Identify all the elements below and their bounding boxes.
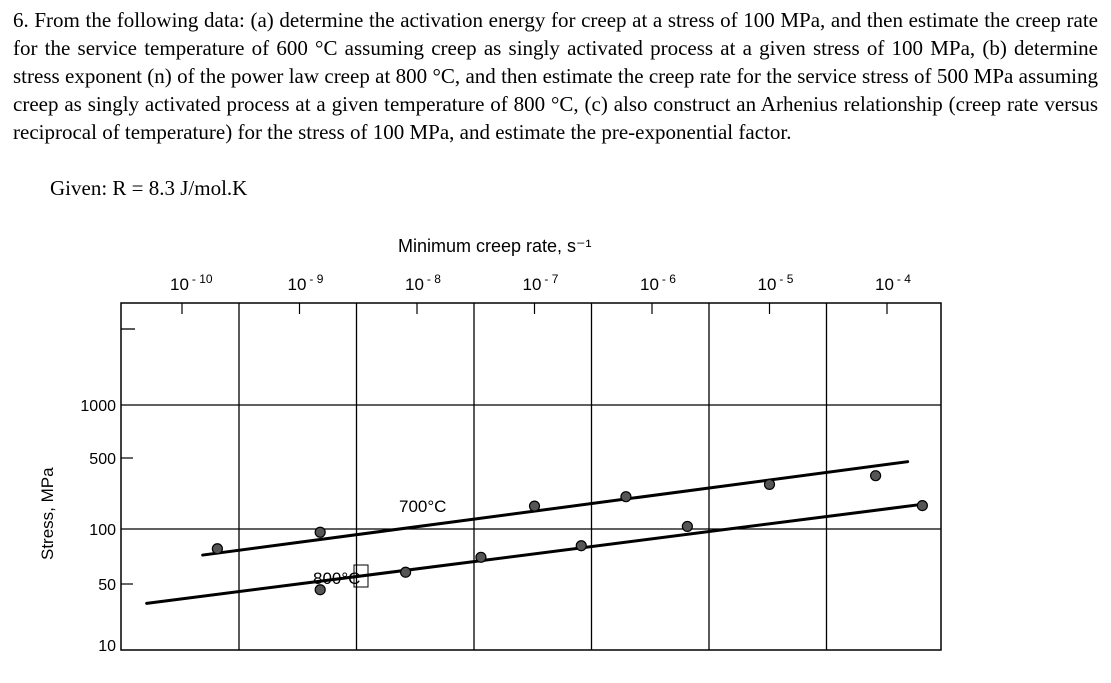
y-tick-label: 10: [98, 638, 116, 655]
problem-statement: 6. From the following data: (a) determin…: [13, 6, 1098, 146]
series-lines: [145, 460, 924, 605]
data-point: [620, 491, 632, 503]
data-point: [763, 478, 776, 490]
data-point: [870, 470, 882, 482]
x-tick-label: 10- 7: [523, 272, 559, 294]
y-axis-label: Stress, MPa: [38, 467, 57, 560]
data-point: [528, 500, 541, 512]
data-point: [314, 584, 326, 596]
x-tick-labels: 10- 10 10- 9 10- 8 10- 7 10- 6 10- 5 10- 4: [170, 272, 911, 294]
data-point: [916, 499, 928, 512]
x-tick-label: 10- 9: [288, 272, 324, 294]
x-tick-label: 10- 10: [170, 272, 213, 294]
series-line-700c: [201, 460, 910, 557]
y-tick-label: 1000: [80, 398, 116, 415]
x-tick-label: 10- 8: [405, 272, 441, 294]
data-point: [211, 543, 223, 555]
y-tick-label: 50: [98, 577, 116, 594]
data-point: [681, 520, 693, 533]
y-tick-labels: 10 50 100 500 1000: [80, 398, 116, 655]
series-label: 800°C: [313, 569, 360, 588]
given-constant: Given: R = 8.3 J/mol.K: [50, 176, 248, 200]
chart-labels: Minimum creep rate, s⁻¹ Stress, MPa: [38, 236, 592, 560]
label-box-mark: [353, 564, 369, 588]
problem-text: 6. From the following data: (a) determin…: [13, 8, 1098, 144]
y-tick-label: 100: [89, 522, 116, 539]
chart-title: Minimum creep rate, s⁻¹: [398, 236, 592, 256]
x-tick-label: 10- 6: [640, 272, 676, 294]
grid: [121, 303, 941, 650]
data-point: [475, 551, 487, 563]
x-tick-label: 10- 4: [875, 272, 911, 294]
plot-frame: [120, 302, 942, 651]
x-tick-label: 10- 5: [758, 272, 794, 294]
data-point: [314, 526, 326, 538]
series-points: 700°C 800°C: [211, 470, 928, 596]
series-line-800c: [145, 502, 924, 605]
y-tick-label: 500: [89, 451, 116, 468]
series-label: 700°C: [399, 497, 446, 516]
data-point: [575, 540, 587, 552]
data-point: [400, 566, 412, 578]
